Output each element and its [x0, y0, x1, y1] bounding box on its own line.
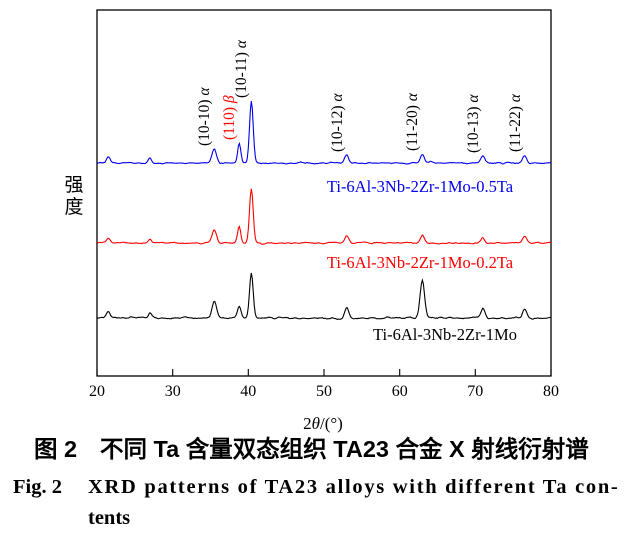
- svg-text:50: 50: [316, 383, 332, 400]
- svg-text:Ti-6Al-3Nb-2Zr-1Mo-0.5Ta: Ti-6Al-3Nb-2Zr-1Mo-0.5Ta: [327, 177, 514, 196]
- svg-text:度: 度: [64, 196, 83, 218]
- svg-text:70: 70: [467, 383, 483, 400]
- svg-text:2θ/(°): 2θ/(°): [303, 414, 343, 433]
- svg-text:80: 80: [543, 383, 559, 400]
- svg-text:60: 60: [392, 383, 408, 400]
- svg-text:Ti-6Al-3Nb-2Zr-1Mo-0.2Ta: Ti-6Al-3Nb-2Zr-1Mo-0.2Ta: [327, 253, 514, 272]
- svg-text:强: 强: [64, 175, 83, 196]
- svg-text:30: 30: [165, 383, 181, 400]
- svg-text:Ti-6Al-3Nb-2Zr-1Mo: Ti-6Al-3Nb-2Zr-1Mo: [373, 325, 517, 344]
- svg-text:40: 40: [240, 383, 256, 400]
- svg-text:20: 20: [89, 383, 105, 400]
